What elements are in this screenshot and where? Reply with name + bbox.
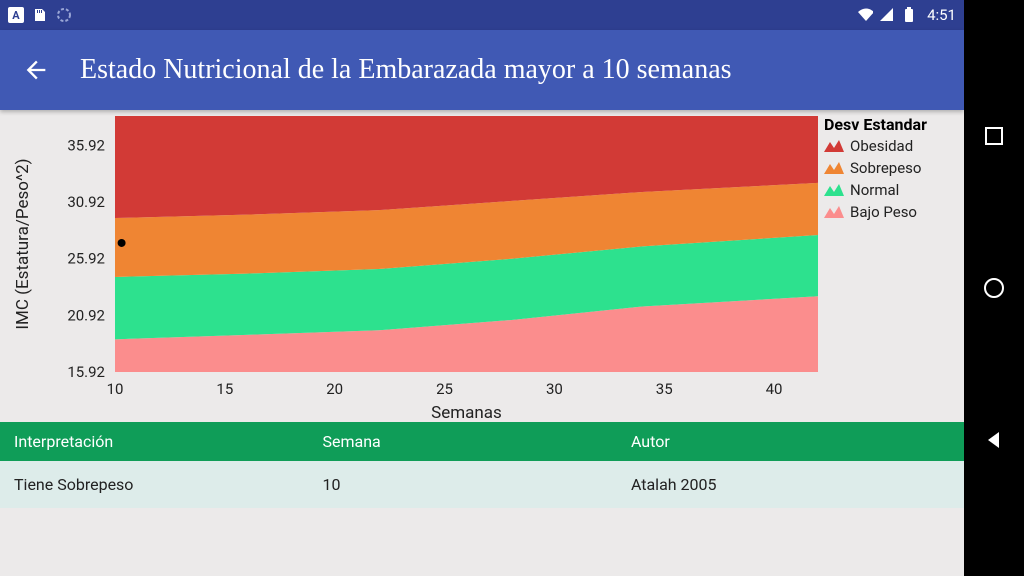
table-row: Tiene Sobrepeso 10 Atalah 2005	[0, 461, 964, 508]
svg-text:25: 25	[436, 380, 453, 398]
svg-text:A: A	[12, 9, 20, 22]
status-left-icons: A	[8, 7, 72, 23]
svg-text:20: 20	[326, 380, 343, 398]
svg-text:Sobrepeso: Sobrepeso	[850, 159, 921, 177]
svg-text:40: 40	[766, 380, 783, 398]
svg-text:30: 30	[546, 380, 563, 398]
svg-text:25.92: 25.92	[67, 250, 105, 268]
status-clock: 4:51	[927, 6, 956, 24]
svg-text:Semanas: Semanas	[431, 403, 502, 422]
table-header: Interpretación Semana Autor	[0, 422, 964, 461]
col-semana: Semana	[308, 422, 616, 461]
app-bar: Estado Nutricional de la Embarazada mayo…	[0, 30, 964, 110]
battery-icon	[901, 7, 917, 23]
app-screen: A 4:51 Estado Nutrici	[0, 0, 964, 576]
svg-text:Bajo Peso: Bajo Peso	[850, 203, 917, 221]
svg-text:20.92: 20.92	[67, 306, 105, 324]
status-bar: A 4:51	[0, 0, 964, 30]
page-title: Estado Nutricional de la Embarazada mayo…	[80, 54, 732, 86]
svg-text:15.92: 15.92	[67, 363, 105, 381]
cell-semana: 10	[308, 461, 616, 508]
svg-text:10: 10	[107, 380, 124, 398]
wifi-icon	[857, 7, 873, 23]
nav-back-button[interactable]	[982, 428, 1006, 452]
status-right-icons: 4:51	[857, 6, 956, 24]
svg-text:35: 35	[656, 380, 673, 398]
nav-recents-button[interactable]	[982, 124, 1006, 148]
cell-autor: Atalah 2005	[617, 461, 964, 508]
cell-interpretacion: Tiene Sobrepeso	[0, 461, 308, 508]
col-interpretacion: Interpretación	[0, 422, 308, 461]
svg-text:15: 15	[216, 380, 233, 398]
bmi-chart: 15.92 20.92 25.92 30.92 35.92 IMC (Estatura/P…	[0, 110, 964, 422]
svg-text:Desv Estandar: Desv Estandar	[824, 115, 927, 134]
col-autor: Autor	[617, 422, 964, 461]
svg-text:IMC (Estatura/Peso^2): IMC (Estatura/Peso^2)	[13, 158, 33, 329]
nav-home-button[interactable]	[982, 276, 1006, 300]
svg-text:30.92: 30.92	[67, 193, 105, 211]
svg-text:Normal: Normal	[850, 181, 899, 199]
chart-svg: 15.92 20.92 25.92 30.92 35.92 IMC (Estatura/P…	[0, 110, 964, 422]
signal-icon	[879, 7, 895, 23]
app-a-icon: A	[8, 7, 24, 23]
android-navbar	[964, 0, 1024, 576]
back-button[interactable]	[20, 54, 52, 86]
interpretation-table: Interpretación Semana Autor Tiene Sobrep…	[0, 422, 964, 508]
svg-text:35.92: 35.92	[67, 136, 105, 154]
svg-text:Obesidad: Obesidad	[850, 137, 913, 155]
loading-icon	[56, 7, 72, 23]
sd-card-icon	[32, 7, 48, 23]
